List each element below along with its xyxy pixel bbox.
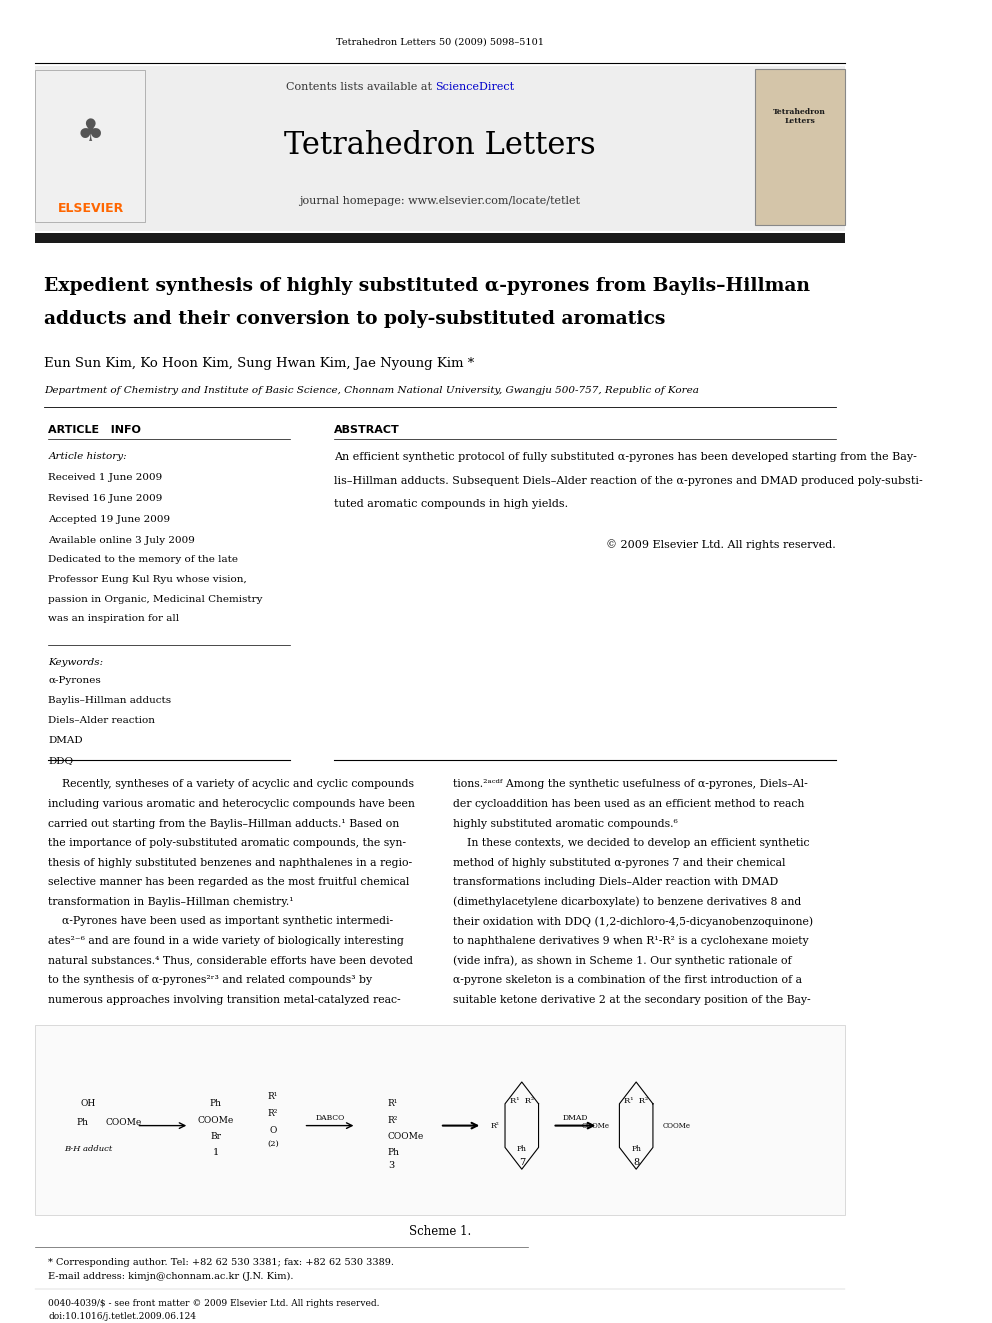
Text: R¹  R²: R¹ R² (510, 1097, 534, 1105)
Text: In these contexts, we decided to develop an efficient synthetic: In these contexts, we decided to develop… (453, 839, 809, 848)
Text: ARTICLE   INFO: ARTICLE INFO (49, 426, 141, 435)
Text: COOMe: COOMe (387, 1131, 424, 1140)
Text: natural substances.⁴ Thus, considerable efforts have been devoted: natural substances.⁴ Thus, considerable … (49, 955, 414, 966)
Text: Ph: Ph (517, 1146, 527, 1154)
Text: An efficient synthetic protocol of fully substituted α-pyrones has been develope: An efficient synthetic protocol of fully… (334, 452, 918, 462)
Text: Ph: Ph (631, 1146, 641, 1154)
Text: Br: Br (210, 1131, 221, 1140)
Text: DABCO: DABCO (315, 1114, 344, 1122)
Text: (dimethylacetylene dicarboxylate) to benzene derivatives 8 and: (dimethylacetylene dicarboxylate) to ben… (453, 897, 802, 908)
Text: Scheme 1.: Scheme 1. (409, 1225, 471, 1238)
Text: ABSTRACT: ABSTRACT (334, 426, 400, 435)
Text: Tetrahedron
Letters: Tetrahedron Letters (774, 107, 826, 124)
Text: Eun Sun Kim, Ko Hoon Kim, Sung Hwan Kim, Jae Nyoung Kim *: Eun Sun Kim, Ko Hoon Kim, Sung Hwan Kim,… (44, 357, 474, 369)
Text: method of highly substituted α-pyrones 7 and their chemical: method of highly substituted α-pyrones 7… (453, 857, 786, 868)
Text: Received 1 June 2009: Received 1 June 2009 (49, 472, 163, 482)
FancyBboxPatch shape (35, 66, 845, 232)
Text: Available online 3 July 2009: Available online 3 July 2009 (49, 536, 195, 545)
Text: B-H adduct: B-H adduct (63, 1146, 112, 1154)
Text: DMAD: DMAD (49, 736, 83, 745)
FancyBboxPatch shape (755, 69, 845, 225)
Text: including various aromatic and heterocyclic compounds have been: including various aromatic and heterocyc… (49, 799, 416, 810)
Text: numerous approaches involving transition metal-catalyzed reac-: numerous approaches involving transition… (49, 995, 401, 1004)
Text: transformations including Diels–Alder reaction with DMAD: transformations including Diels–Alder re… (453, 877, 779, 888)
Text: DDQ: DDQ (49, 755, 73, 765)
Text: R²: R² (268, 1109, 278, 1118)
Text: COOMe: COOMe (105, 1118, 142, 1127)
Text: Ph: Ph (387, 1147, 399, 1156)
Text: Department of Chemistry and Institute of Basic Science, Chonnam National Univers: Department of Chemistry and Institute of… (44, 386, 699, 394)
Text: ELSEVIER: ELSEVIER (58, 202, 124, 216)
Text: 1: 1 (212, 1147, 218, 1156)
Text: Recently, syntheses of a variety of acyclic and cyclic compounds: Recently, syntheses of a variety of acyc… (49, 779, 415, 790)
FancyBboxPatch shape (35, 233, 845, 243)
Text: COOMe: COOMe (663, 1122, 690, 1130)
Text: selective manner has been regarded as the most fruitful chemical: selective manner has been regarded as th… (49, 877, 410, 888)
Text: their oxidation with DDQ (1,2-dichloro-4,5-dicyanobenzoquinone): their oxidation with DDQ (1,2-dichloro-4… (453, 917, 813, 927)
Text: Expedient synthesis of highly substituted α-pyrones from Baylis–Hillman: Expedient synthesis of highly substitute… (44, 278, 810, 295)
Text: journal homepage: www.elsevier.com/locate/tetlet: journal homepage: www.elsevier.com/locat… (300, 196, 580, 206)
Text: der cycloaddition has been used as an efficient method to reach: der cycloaddition has been used as an ef… (453, 799, 805, 810)
Text: R¹: R¹ (387, 1098, 398, 1107)
FancyBboxPatch shape (35, 1025, 845, 1216)
FancyBboxPatch shape (35, 70, 145, 222)
Text: R¹: R¹ (268, 1091, 278, 1101)
Text: E-mail address: kimjn@chonnam.ac.kr (J.N. Kim).: E-mail address: kimjn@chonnam.ac.kr (J.N… (49, 1273, 294, 1282)
Text: α-Pyrones have been used as important synthetic intermedi-: α-Pyrones have been used as important sy… (49, 917, 394, 926)
Text: Tetrahedron Letters 50 (2009) 5098–5101: Tetrahedron Letters 50 (2009) 5098–5101 (336, 38, 544, 46)
Text: adducts and their conversion to poly-substituted aromatics: adducts and their conversion to poly-sub… (44, 311, 666, 328)
Text: (vide infra), as shown in Scheme 1. Our synthetic rationale of: (vide infra), as shown in Scheme 1. Our … (453, 955, 792, 966)
Text: 7: 7 (519, 1158, 525, 1167)
Text: to the synthesis of α-pyrones²ʳ³ and related compounds³ by: to the synthesis of α-pyrones²ʳ³ and rel… (49, 975, 373, 986)
Text: to naphthalene derivatives 9 when R¹-R² is a cyclohexane moiety: to naphthalene derivatives 9 when R¹-R² … (453, 935, 808, 946)
Text: the importance of poly-substituted aromatic compounds, the syn-: the importance of poly-substituted aroma… (49, 839, 407, 848)
Text: OH: OH (80, 1098, 95, 1107)
Text: carried out starting from the Baylis–Hillman adducts.¹ Based on: carried out starting from the Baylis–Hil… (49, 819, 400, 828)
Text: Revised 16 June 2009: Revised 16 June 2009 (49, 493, 163, 503)
Text: transformation in Baylis–Hillman chemistry.¹: transformation in Baylis–Hillman chemist… (49, 897, 294, 906)
Text: tuted aromatic compounds in high yields.: tuted aromatic compounds in high yields. (334, 499, 568, 509)
Text: R¹  R²: R¹ R² (624, 1097, 649, 1105)
Text: lis–Hillman adducts. Subsequent Diels–Alder reaction of the α-pyrones and DMAD p: lis–Hillman adducts. Subsequent Diels–Al… (334, 475, 924, 486)
Text: Dedicated to the memory of the late: Dedicated to the memory of the late (49, 554, 238, 564)
Text: COOMe: COOMe (581, 1122, 610, 1130)
Text: Baylis–Hillman adducts: Baylis–Hillman adducts (49, 696, 172, 705)
Text: Article history:: Article history: (49, 452, 127, 460)
Text: O: O (269, 1126, 277, 1135)
Text: Professor Eung Kul Ryu whose vision,: Professor Eung Kul Ryu whose vision, (49, 574, 247, 583)
Text: α-pyrone skeleton is a combination of the first introduction of a: α-pyrone skeleton is a combination of th… (453, 975, 803, 986)
Text: * Corresponding author. Tel: +82 62 530 3381; fax: +82 62 530 3389.: * Corresponding author. Tel: +82 62 530 … (49, 1258, 395, 1266)
Text: © 2009 Elsevier Ltd. All rights reserved.: © 2009 Elsevier Ltd. All rights reserved… (606, 538, 836, 550)
Text: ScienceDirect: ScienceDirect (435, 82, 515, 93)
Text: DMAD: DMAD (562, 1114, 588, 1122)
Text: R²: R² (491, 1122, 500, 1130)
Text: (2): (2) (267, 1140, 279, 1148)
Text: Keywords:: Keywords: (49, 658, 103, 667)
Text: doi:10.1016/j.tetlet.2009.06.124: doi:10.1016/j.tetlet.2009.06.124 (49, 1312, 196, 1320)
Text: 3: 3 (389, 1160, 395, 1170)
Text: suitable ketone derivative 2 at the secondary position of the Bay-: suitable ketone derivative 2 at the seco… (453, 995, 810, 1004)
Text: Contents lists available at: Contents lists available at (286, 82, 435, 93)
Text: ♣: ♣ (77, 118, 104, 147)
Text: Accepted 19 June 2009: Accepted 19 June 2009 (49, 515, 171, 524)
Text: Ph: Ph (209, 1098, 221, 1107)
Text: tions.²ᵃᶜᵈᶠ Among the synthetic usefulness of α-pyrones, Diels–Al-: tions.²ᵃᶜᵈᶠ Among the synthetic usefulne… (453, 779, 807, 790)
Text: highly substituted aromatic compounds.⁶: highly substituted aromatic compounds.⁶ (453, 819, 678, 828)
Text: R²: R² (387, 1115, 398, 1125)
Text: α-Pyrones: α-Pyrones (49, 676, 101, 685)
Text: ates²⁻⁶ and are found in a wide variety of biologically interesting: ates²⁻⁶ and are found in a wide variety … (49, 935, 405, 946)
Text: thesis of highly substituted benzenes and naphthalenes in a regio-: thesis of highly substituted benzenes an… (49, 857, 413, 868)
Text: 8: 8 (633, 1158, 639, 1167)
Text: COOMe: COOMe (197, 1115, 234, 1125)
Text: passion in Organic, Medicinal Chemistry: passion in Organic, Medicinal Chemistry (49, 594, 263, 603)
Text: Diels–Alder reaction: Diels–Alder reaction (49, 716, 156, 725)
Text: Ph: Ph (76, 1118, 88, 1127)
Text: was an inspiration for all: was an inspiration for all (49, 614, 180, 623)
Text: Tetrahedron Letters: Tetrahedron Letters (284, 130, 596, 161)
Text: 0040-4039/$ - see front matter © 2009 Elsevier Ltd. All rights reserved.: 0040-4039/$ - see front matter © 2009 El… (49, 1299, 380, 1307)
